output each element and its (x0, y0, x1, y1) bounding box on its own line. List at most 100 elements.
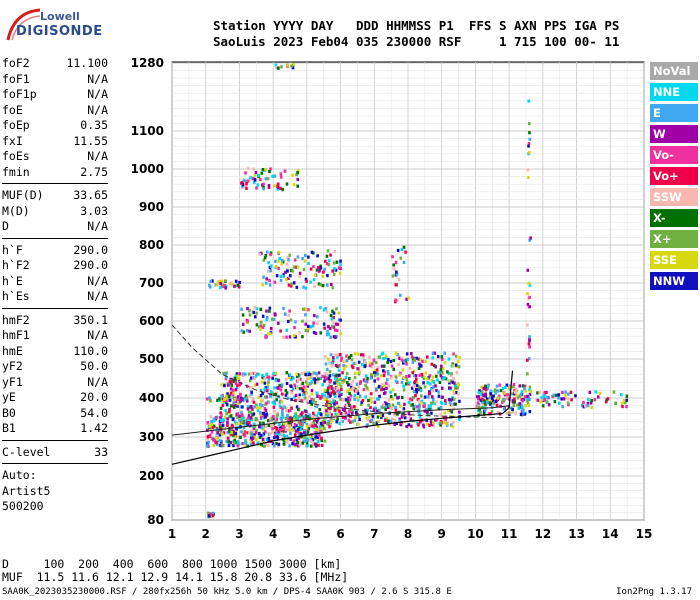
echo-point (288, 335, 292, 339)
echo-point (523, 395, 527, 399)
echo-point (351, 379, 355, 383)
echo-point (291, 376, 295, 380)
x-tick-label: 8 (404, 527, 412, 541)
echo-point (501, 386, 505, 391)
echo-point (418, 373, 422, 377)
echo-point (245, 399, 249, 403)
echo-point (230, 432, 233, 436)
echo-point (449, 398, 453, 403)
echo-point (494, 391, 497, 395)
echo-point (282, 423, 285, 427)
param-key: yE (2, 390, 16, 404)
echo-point (323, 410, 327, 415)
echo-point (370, 418, 373, 422)
echo-point (433, 401, 437, 406)
logo-swoosh-icon (6, 8, 41, 41)
echo-point (287, 258, 290, 262)
echo-point (400, 415, 404, 419)
echo-point (587, 398, 590, 402)
echo-point (320, 426, 324, 430)
echo-point (350, 408, 354, 412)
echo-point (528, 131, 531, 135)
echo-point (440, 364, 443, 368)
echo-point (313, 313, 316, 318)
echo-point (373, 371, 376, 375)
echo-point (219, 411, 223, 415)
echo-point (395, 272, 399, 276)
echo-point (316, 420, 319, 424)
echo-point (220, 383, 223, 387)
echo-point (426, 422, 429, 426)
echo-point (490, 396, 494, 400)
echo-point (419, 387, 423, 391)
echo-point (390, 406, 394, 410)
echo-point (325, 283, 329, 287)
echo-point (339, 397, 342, 401)
echo-point (227, 443, 231, 448)
echo-point (212, 419, 216, 423)
echo-point (220, 413, 223, 417)
echo-point (276, 187, 280, 191)
echo-point (303, 253, 307, 258)
echo-point (228, 398, 232, 402)
echo-point (276, 435, 280, 439)
echo-point (405, 374, 408, 379)
echo-point (431, 351, 435, 356)
echo-point (236, 412, 240, 416)
echo-point (266, 443, 270, 447)
echo-point (314, 400, 318, 405)
echo-point (243, 434, 247, 438)
echo-point (409, 403, 413, 407)
echo-point (330, 384, 333, 389)
echo-point (262, 416, 266, 420)
echo-point (234, 279, 238, 283)
echo-point (252, 412, 256, 416)
echo-point (480, 392, 483, 397)
echo-point (480, 385, 483, 389)
echo-point (418, 412, 422, 416)
echo-point (292, 417, 296, 421)
echo-point (545, 400, 548, 404)
echo-point (265, 318, 268, 322)
echo-point (348, 403, 351, 408)
echo-point (384, 407, 387, 412)
echo-point (328, 379, 331, 383)
echo-point (296, 407, 300, 412)
echo-point (480, 405, 484, 410)
echo-point (273, 386, 276, 390)
echo-point (339, 332, 343, 336)
echo-point (313, 436, 317, 441)
echo-point (329, 406, 332, 411)
echo-point (363, 360, 367, 364)
echo-point (290, 64, 293, 68)
echo-point (280, 383, 284, 387)
echo-point (263, 377, 266, 381)
echo-point (214, 415, 218, 420)
param-row: h`E N/A (2, 274, 108, 290)
header-line-1: Station YYYY DAY DDD HHMMSS P1 FFS S AXN… (213, 18, 620, 33)
echo-point (333, 402, 336, 406)
echo-point (336, 378, 340, 382)
echo-point (242, 426, 246, 430)
echo-point (552, 393, 556, 397)
echo-point (404, 250, 407, 254)
echo-point (390, 376, 393, 380)
echo-point (383, 370, 387, 374)
echo-point (581, 403, 584, 408)
echo-point (238, 372, 242, 376)
echo-point (271, 442, 275, 446)
echo-point (328, 394, 332, 398)
echo-point (452, 397, 456, 401)
echo-point (305, 377, 309, 381)
echo-point (334, 377, 337, 381)
param-value: 54.0 (80, 405, 108, 420)
echo-point (391, 274, 395, 278)
echo-point (424, 371, 428, 375)
echo-point (297, 420, 301, 424)
echo-point (404, 358, 408, 362)
echo-point (247, 431, 251, 435)
echo-point (325, 400, 329, 404)
echo-point (320, 395, 324, 399)
echo-point (381, 405, 385, 409)
